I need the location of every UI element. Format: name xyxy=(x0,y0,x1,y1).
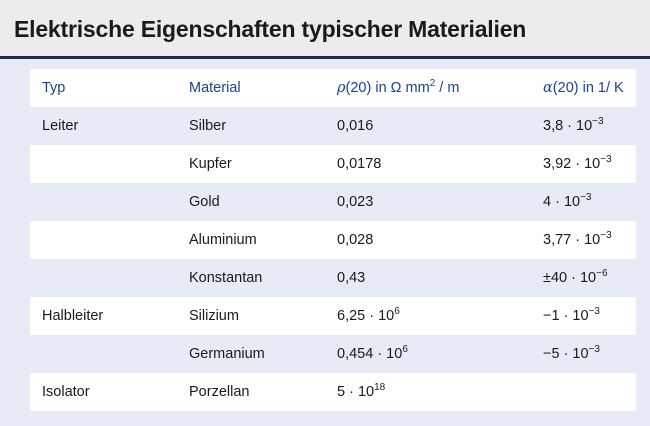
typ-value: Isolator xyxy=(42,384,90,400)
table-row: Aluminium 0,028 3,77 · 10−3 xyxy=(30,221,636,259)
material-value: Porzellan xyxy=(189,384,250,400)
alpha-symbol: α xyxy=(543,80,553,96)
material-value: Kupfer xyxy=(189,156,232,172)
cell-material: Konstantan xyxy=(189,259,337,297)
cell-temp-coefficient xyxy=(543,373,636,411)
cell-temp-coefficient: −5 · 10−3 xyxy=(543,335,636,373)
resistivity-value: 5 · 10 xyxy=(337,384,375,400)
temp-coefficient-value: 3,77 · 10 xyxy=(543,232,601,248)
resistivity-value: 0,016 xyxy=(337,118,374,134)
cell-temp-coefficient: 4 · 10−3 xyxy=(543,183,636,221)
rho-symbol: ρ xyxy=(337,80,346,96)
temp-coefficient-exponent: −3 xyxy=(588,344,600,355)
cell-temp-coefficient: −1 · 10−3 xyxy=(543,297,636,335)
cell-typ xyxy=(30,335,189,373)
temp-coefficient-exponent: −3 xyxy=(580,192,592,203)
header-resistivity-unit: / m xyxy=(439,80,460,96)
typ-value: Leiter xyxy=(42,118,79,134)
resistivity-exponent: 6 xyxy=(402,344,408,355)
resistivity-value: 0,43 xyxy=(337,270,366,286)
cell-temp-coefficient: 3,77 · 10−3 xyxy=(543,221,636,259)
material-value: Konstantan xyxy=(189,270,263,286)
cell-material: Silber xyxy=(189,107,337,145)
header-resistivity: ρ(20) in Ω mm2 / m xyxy=(337,69,543,107)
cell-temp-coefficient: 3,92 · 10−3 xyxy=(543,145,636,183)
cell-material: Germanium xyxy=(189,335,337,373)
temp-coefficient-exponent: −6 xyxy=(596,268,608,279)
cell-typ: Isolator xyxy=(30,373,189,411)
cell-temp-coefficient: 3,8 · 10−3 xyxy=(543,107,636,145)
resistivity-exponent: 6 xyxy=(394,306,400,317)
cell-typ xyxy=(30,221,189,259)
cell-resistivity: 0,0178 xyxy=(337,145,543,183)
material-value: Silizium xyxy=(189,308,239,324)
resistivity-value: 0,454 · 10 xyxy=(337,346,403,362)
cell-typ: Halbleiter xyxy=(30,297,189,335)
temp-coefficient-exponent: −3 xyxy=(588,306,600,317)
cell-resistivity: 0,016 xyxy=(337,107,543,145)
temp-coefficient-value: 3,8 · 10 xyxy=(543,118,593,134)
temp-coefficient-exponent: −3 xyxy=(600,154,612,165)
temp-coefficient-value: −1 · 10 xyxy=(543,308,589,324)
cell-resistivity: 6,25 · 106 xyxy=(337,297,543,335)
cell-typ xyxy=(30,145,189,183)
table-row: Germanium 0,454 · 106 −5 · 10−3 xyxy=(30,335,636,373)
temp-coefficient-exponent: −3 xyxy=(592,116,604,127)
cell-temp-coefficient: ±40 · 10−6 xyxy=(543,259,636,297)
resistivity-value: 0,023 xyxy=(337,194,374,210)
header-typ: Typ xyxy=(42,80,66,96)
cell-resistivity: 5 · 1018 xyxy=(337,373,543,411)
table-header-row: Typ Material ρ(20) in Ω mm2 / m α(20) in… xyxy=(30,69,636,107)
header-resistivity-exp: 2 xyxy=(429,78,436,89)
cell-material: Gold xyxy=(189,183,337,221)
table-row: Konstantan 0,43 ±40 · 10−6 xyxy=(30,259,636,297)
table-panel xyxy=(0,59,650,426)
resistivity-exponent: 18 xyxy=(374,382,386,393)
header-temp-coefficient-text: (20) in 1/ K xyxy=(552,80,624,96)
material-value: Germanium xyxy=(189,346,265,362)
cell-material: Aluminium xyxy=(189,221,337,259)
materials-table: Typ Material ρ(20) in Ω mm2 / m α(20) in… xyxy=(30,69,636,411)
header-material: Material xyxy=(189,80,241,96)
cell-resistivity: 0,028 xyxy=(337,221,543,259)
temp-coefficient-value: 3,92 · 10 xyxy=(543,156,601,172)
table-row: Gold 0,023 4 · 10−3 xyxy=(30,183,636,221)
temp-coefficient-exponent: −3 xyxy=(600,230,612,241)
cell-typ xyxy=(30,259,189,297)
cell-resistivity: 0,454 · 106 xyxy=(337,335,543,373)
title-bar: Elektrische Eigenschaften typischer Mate… xyxy=(0,0,650,56)
cell-material: Silizium xyxy=(189,297,337,335)
resistivity-value: 6,25 · 10 xyxy=(337,308,395,324)
cell-typ xyxy=(30,183,189,221)
resistivity-value: 0,0178 xyxy=(337,156,382,172)
cell-resistivity: 0,023 xyxy=(337,183,543,221)
title-rule xyxy=(0,56,650,59)
header-resistivity-text: (20) in Ω mm xyxy=(345,80,430,96)
temp-coefficient-value: −5 · 10 xyxy=(543,346,589,362)
material-value: Aluminium xyxy=(189,232,257,248)
cell-typ: Leiter xyxy=(30,107,189,145)
temp-coefficient-value: 4 · 10 xyxy=(543,194,581,210)
resistivity-value: 0,028 xyxy=(337,232,374,248)
typ-value: Halbleiter xyxy=(42,308,104,324)
page-title: Elektrische Eigenschaften typischer Mate… xyxy=(14,16,527,42)
header-temp-coefficient: α(20) in 1/ K xyxy=(543,69,636,107)
table-row: Kupfer 0,0178 3,92 · 10−3 xyxy=(30,145,636,183)
cell-material: Kupfer xyxy=(189,145,337,183)
material-value: Gold xyxy=(189,194,220,210)
cell-material: Porzellan xyxy=(189,373,337,411)
material-value: Silber xyxy=(189,118,227,134)
table-row: Isolator Porzellan 5 · 1018 xyxy=(30,373,636,411)
temp-coefficient-value: ±40 · 10 xyxy=(543,270,597,286)
table-row: Leiter Silber 0,016 3,8 · 10−3 xyxy=(30,107,636,145)
cell-resistivity: 0,43 xyxy=(337,259,543,297)
table-row: Halbleiter Silizium 6,25 · 106 −1 · 10−3 xyxy=(30,297,636,335)
